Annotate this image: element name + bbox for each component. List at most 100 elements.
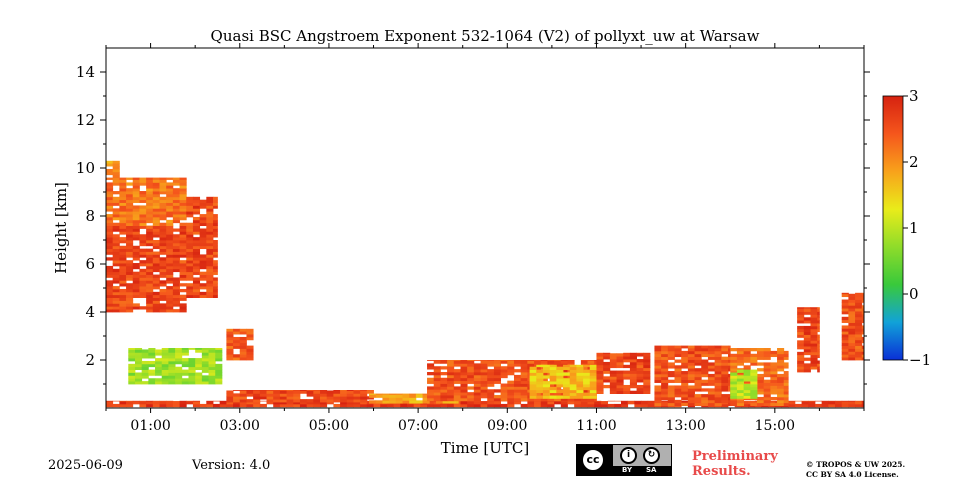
heatmap-cell-3: [192, 251, 201, 255]
heatmap-cell-3: [213, 265, 218, 270]
date-label: 2025-06-09: [48, 458, 123, 473]
heatmap-cell-0: [166, 228, 174, 232]
heatmap-cell-6: [213, 403, 221, 408]
heatmap-cell-9: [460, 360, 468, 364]
heatmap-cell-0: [132, 288, 140, 293]
heatmap-cell-12: [707, 362, 716, 366]
heatmap-cell-9: [433, 360, 441, 364]
heatmap-cell-13: [750, 402, 758, 406]
heatmap-cell-6: [119, 403, 127, 408]
cc-license-badge[interactable]: cc i ↻ BY SA: [576, 444, 672, 476]
heatmap-cell-5: [195, 375, 203, 379]
heatmap-cell-6: [614, 403, 622, 408]
heatmap-cell-0: [119, 309, 127, 313]
heatmap-cell-3: [206, 231, 214, 235]
heatmap-cell-16: [861, 357, 865, 361]
heatmap-cell-6: [855, 403, 863, 408]
heatmap-cell-12: [681, 371, 689, 375]
heatmap-cell-6: [427, 401, 435, 405]
heatmap-cell-16: [861, 348, 865, 352]
heatmap-cell-12: [728, 345, 731, 349]
heatmap-cell-11: [609, 364, 617, 369]
heatmap-cell-4: [233, 345, 241, 349]
heatmap-cell-12: [721, 356, 729, 360]
heatmap-cell-6: [159, 403, 167, 408]
heatmap-cell-0: [132, 283, 140, 287]
heatmap-cell-14: [736, 395, 745, 399]
heatmap-cell-11: [609, 370, 617, 374]
x-tick-label: 07:00: [398, 418, 438, 434]
heatmap-cell-9: [487, 363, 495, 367]
heatmap-cell-10: [563, 372, 571, 376]
heatmap-cell-7: [233, 393, 241, 397]
heatmap-cell-9: [467, 372, 475, 376]
heatmap-cell-6: [587, 401, 595, 405]
heatmap-cell-15: [817, 320, 820, 324]
heatmap-cell-5: [175, 366, 183, 370]
heatmap-cell-10: [583, 386, 591, 391]
heatmap-cell-6: [132, 400, 140, 402]
heatmap-cell-11: [643, 376, 651, 380]
heatmap-cell-12: [694, 385, 702, 389]
heatmap-cell-12: [701, 368, 709, 372]
heatmap-cell-11: [643, 353, 651, 357]
heatmap-cell-16: [861, 328, 865, 332]
heatmap-cell-6: [119, 400, 127, 402]
heatmap-cell-11: [636, 390, 644, 394]
heatmap-cell-3: [186, 214, 194, 218]
heatmap-cell-0: [106, 265, 114, 270]
y-tick-label: 14: [76, 63, 95, 81]
heatmap-cell-3: [192, 254, 201, 258]
heatmap-cell-3: [186, 205, 194, 209]
heatmap-cell-5: [161, 363, 169, 368]
heatmap-cell-0: [146, 306, 154, 310]
heatmap-cell-10: [576, 375, 584, 379]
heatmap-cell-11: [616, 364, 624, 369]
heatmap-cell-1: [119, 193, 127, 198]
heatmap-cell-9: [480, 363, 488, 367]
heatmap-cell-1: [132, 182, 140, 186]
heatmap-cell-10: [556, 384, 564, 388]
heatmap-cell-2: [106, 168, 114, 173]
heatmap-cell-12: [681, 373, 689, 378]
heatmap-cell-9: [433, 377, 441, 382]
heatmap-cell-5: [208, 352, 216, 356]
heatmap-cell-7: [353, 399, 361, 403]
heatmap-cell-1: [159, 179, 167, 183]
heatmap-cell-6: [634, 401, 642, 405]
heatmap-cell-11: [616, 379, 624, 383]
heatmap-cell-10: [583, 384, 591, 388]
heatmap-cell-0: [139, 234, 147, 238]
heatmap-cell-3: [192, 199, 201, 203]
heatmap-cell-12: [728, 399, 731, 404]
heatmap-cell-9: [520, 383, 528, 387]
heatmap-cell-9: [453, 397, 461, 402]
heatmap-cell-5: [208, 349, 216, 353]
heatmap-cell-9: [493, 363, 502, 367]
heatmap-cell-9: [440, 380, 448, 384]
heatmap-cell-7: [299, 390, 308, 394]
heatmap-cell-6: [340, 403, 348, 408]
heatmap-cell-3: [186, 242, 194, 247]
heatmap-cell-12: [728, 350, 731, 355]
x-tick-label: 05:00: [309, 418, 349, 434]
heatmap-cell-1: [159, 205, 167, 209]
heatmap-cell-9: [467, 360, 475, 364]
heatmap-cell-14: [750, 381, 758, 385]
heatmap-cell-1: [179, 179, 187, 183]
heatmap-cell-16: [855, 345, 863, 349]
heatmap-cell-15: [810, 357, 818, 361]
heatmap-cell-10: [536, 372, 544, 376]
heatmap-cell-3: [186, 277, 194, 281]
heatmap-cell-9: [460, 377, 468, 382]
heatmap-cell-3: [192, 260, 201, 264]
heatmap-cell-10: [549, 381, 557, 385]
heatmap-cell-0: [132, 294, 140, 298]
heatmap-cell-7: [299, 390, 308, 391]
heatmap-cell-9: [480, 383, 488, 387]
heatmap-cell-6: [848, 403, 856, 408]
heatmap-cell-13: [777, 365, 785, 369]
heatmap-cell-5: [215, 348, 223, 350]
heatmap-cell-0: [126, 309, 134, 313]
heatmap-cell-11: [629, 352, 637, 354]
